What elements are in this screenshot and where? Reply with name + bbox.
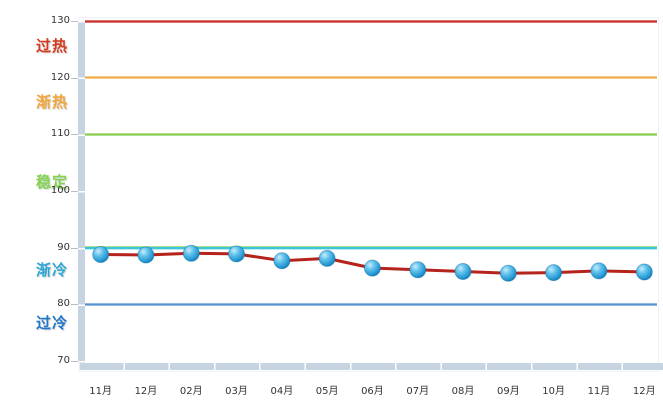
- x-tick-label-10: 10月: [542, 386, 565, 397]
- x-tick-label-9: 09月: [496, 386, 520, 397]
- data-point-marker-2: [182, 244, 200, 262]
- y-tick-mark-130: [71, 21, 78, 22]
- x-tick-label-6: 06月: [361, 386, 384, 397]
- data-point-marker-6: [363, 259, 381, 277]
- x-tick-label-1: 12月: [134, 386, 158, 397]
- data-point-marker-1: [137, 246, 155, 264]
- y-tick-label-90: 90: [57, 241, 70, 253]
- data-point-marker-11: [590, 262, 608, 280]
- zone-label-4: 过冷: [36, 314, 69, 333]
- reference-line-110: [85, 132, 657, 136]
- y-tick-mark-80: [71, 304, 78, 306]
- x-tick-label-4: 04月: [270, 386, 294, 397]
- data-point-marker-4: [273, 252, 291, 270]
- reference-line-90: [85, 245, 657, 250]
- zone-label-2: 稳定: [36, 172, 69, 191]
- y-tick-label-80: 80: [57, 298, 70, 310]
- y-tick-mark-100: [71, 191, 78, 192]
- reference-line-80: [85, 302, 657, 306]
- x-tick-label-7: 07月: [406, 386, 430, 397]
- x-tick-label-0: 11月: [89, 386, 112, 397]
- y-axis-bar: [78, 21, 85, 363]
- data-point-marker-9: [499, 264, 517, 282]
- zone-label-1: 渐热: [36, 93, 69, 112]
- y-tick-mark-120: [71, 77, 78, 79]
- data-point-marker-3: [228, 245, 245, 263]
- data-point-marker-7: [409, 261, 427, 279]
- zone-label-3: 渐冷: [36, 260, 69, 279]
- zone-label-0: 过热: [36, 36, 69, 55]
- y-tick-label-100: 100: [50, 185, 70, 196]
- x-tick-label-11: 11月: [587, 386, 611, 397]
- reference-line-130: [85, 19, 657, 23]
- x-tick-label-12: 12月: [632, 386, 656, 397]
- data-point-marker-5: [318, 249, 336, 267]
- x-tick-label-8: 08月: [451, 386, 475, 397]
- data-point-marker-12: [635, 263, 653, 281]
- y-tick-mark-70: [71, 361, 78, 362]
- data-point-marker-0: [92, 246, 110, 263]
- y-tick-label-110: 110: [50, 128, 70, 140]
- y-tick-mark-110: [71, 134, 78, 136]
- y-tick-label-70: 70: [57, 355, 70, 366]
- x-tick-label-3: 03月: [225, 386, 248, 397]
- y-tick-label-130: 130: [50, 15, 70, 26]
- y-tick-mark-90: [71, 247, 78, 249]
- x-tick-label-5: 05月: [315, 386, 339, 397]
- reference-line-120: [85, 76, 657, 80]
- y-tick-label-120: 120: [50, 71, 70, 83]
- data-point-marker-8: [454, 263, 472, 280]
- x-tick-label-2: 02月: [179, 386, 203, 397]
- data-point-marker-10: [545, 264, 563, 282]
- x-axis-bar: [78, 363, 663, 370]
